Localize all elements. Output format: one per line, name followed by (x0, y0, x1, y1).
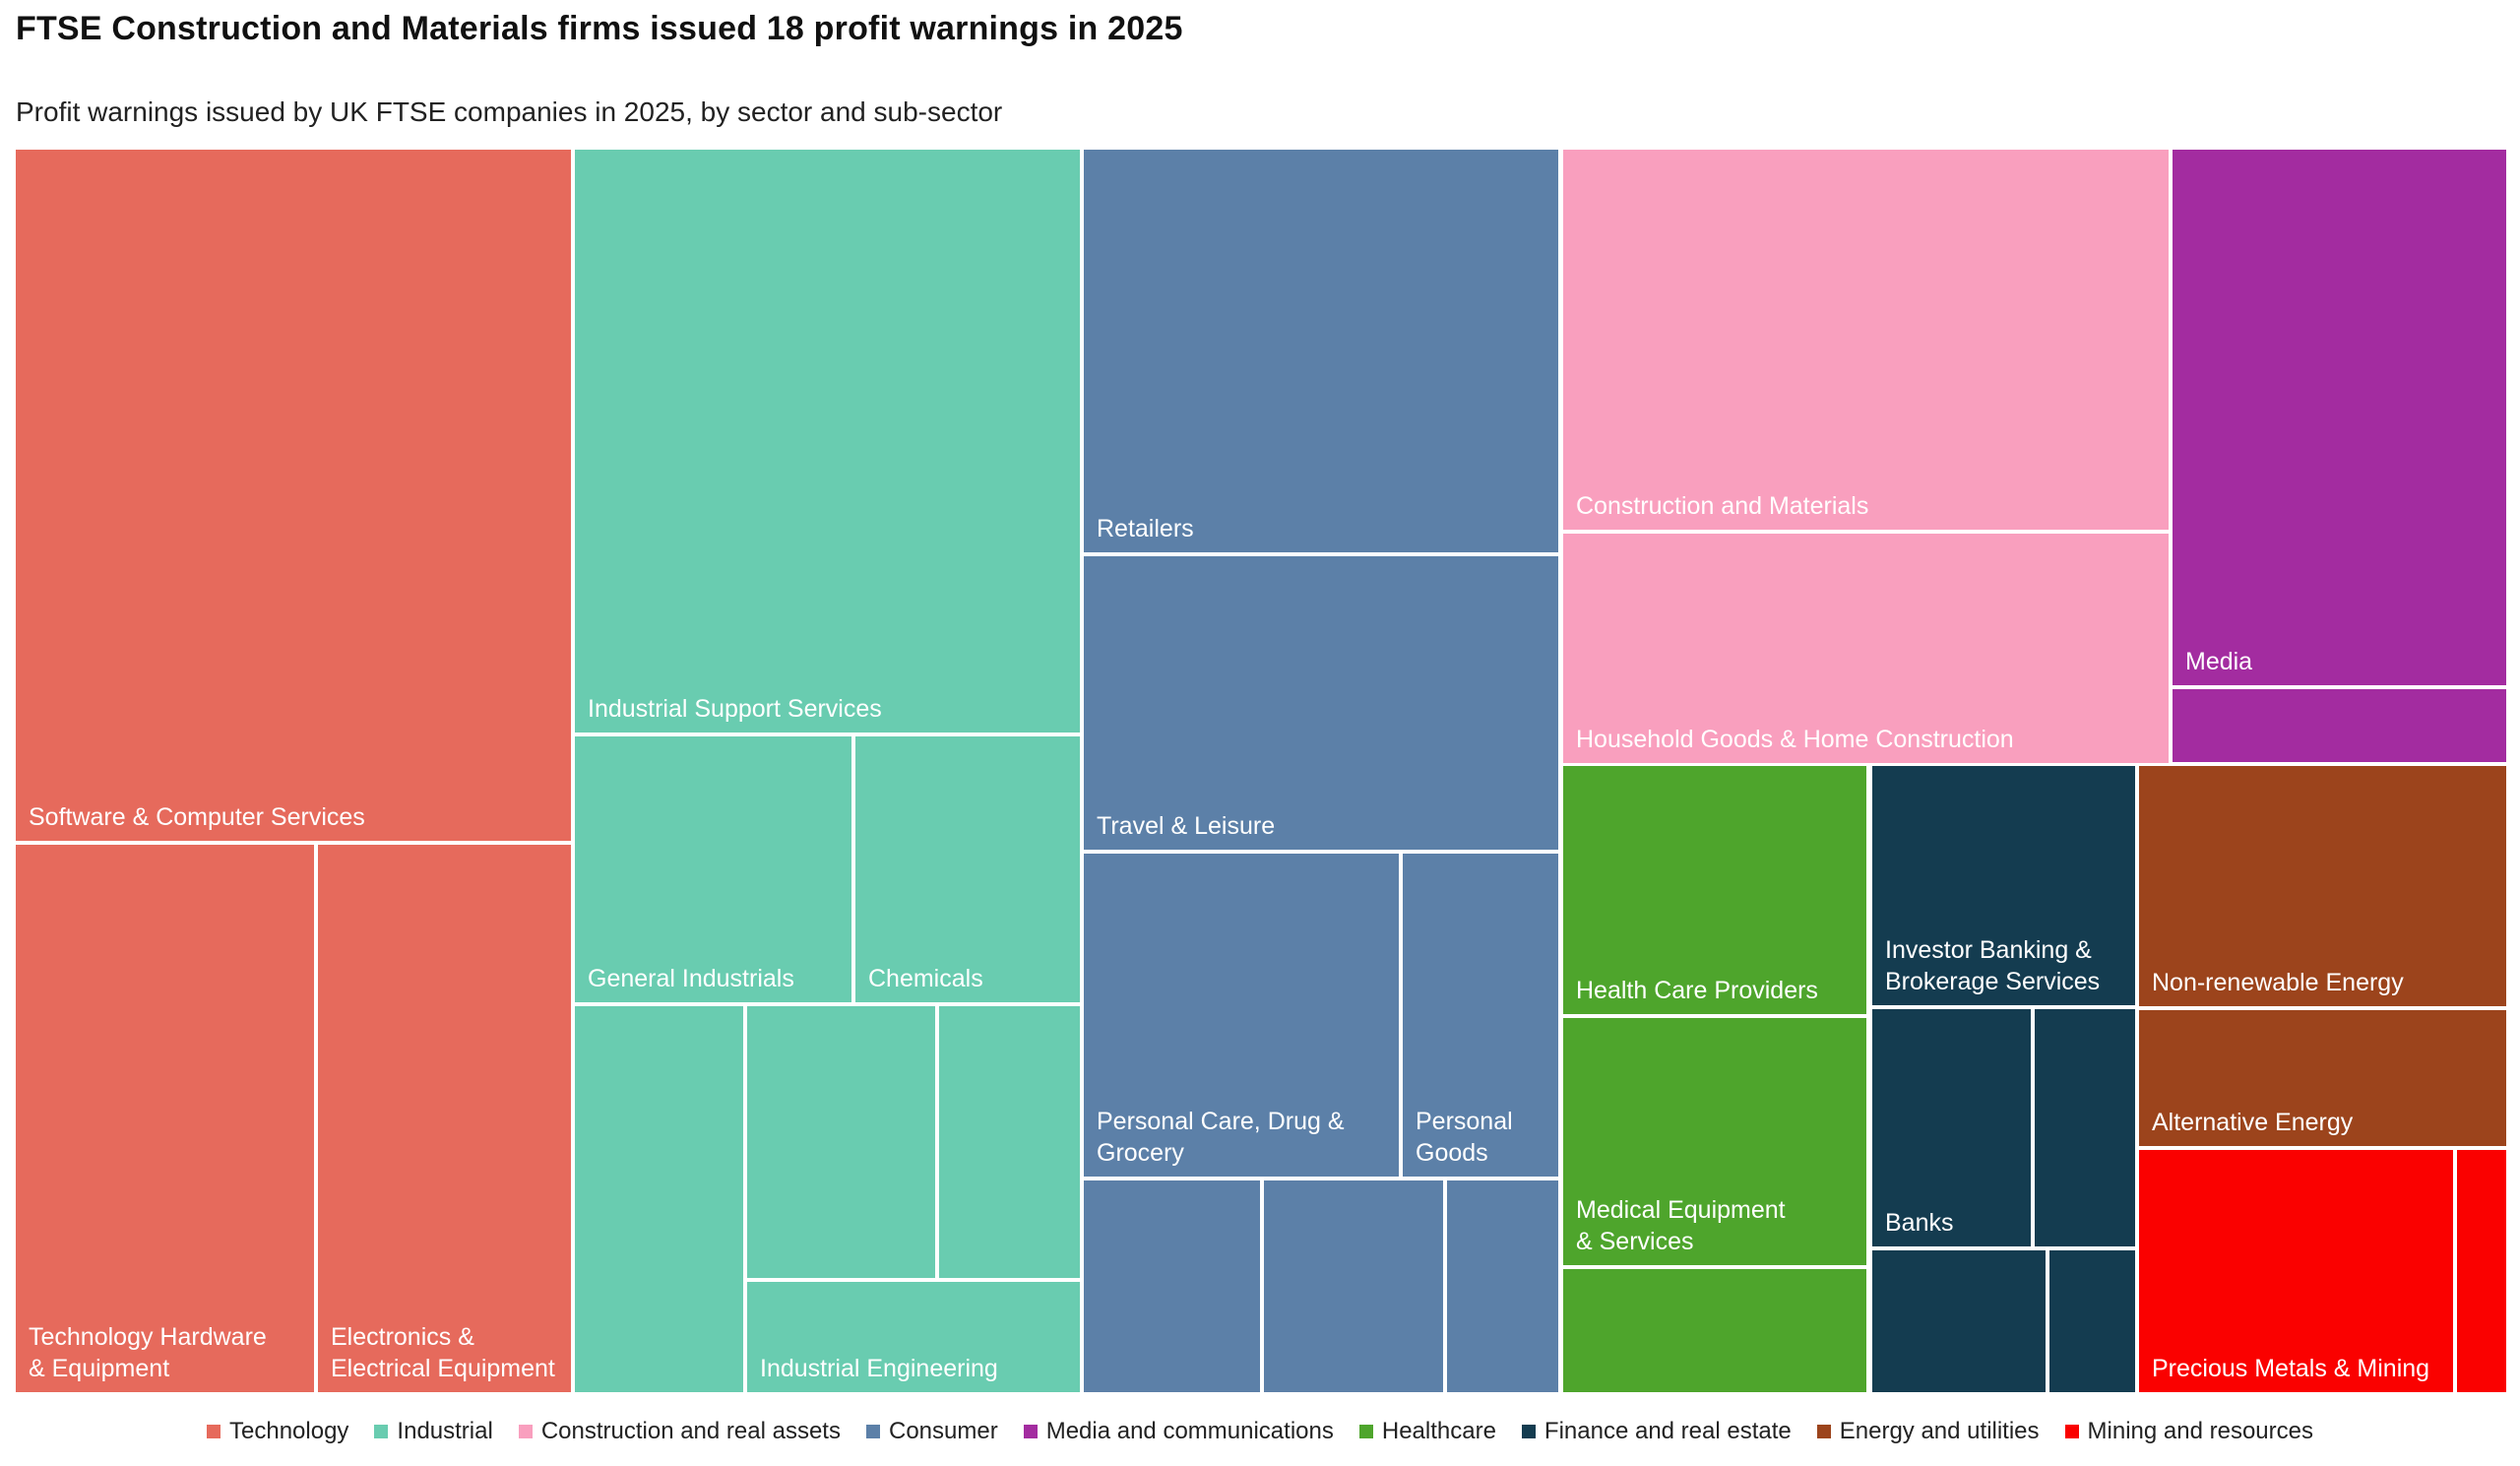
cell-technology-hardware-equipment[interactable]: Technology Hardware & Equipment (16, 845, 314, 1392)
legend-swatch-icon (865, 1425, 880, 1438)
cell-label: Industrial Engineering (760, 1354, 998, 1382)
cell-finance-and-real-estate-4[interactable] (1872, 1250, 2046, 1392)
cell-label: Retailers (1097, 514, 1194, 542)
cell-electronics-electrical-equipment[interactable]: Electronics & Electrical Equipment (318, 845, 571, 1392)
legend-item-media-and-communications[interactable]: Media and communications (1023, 1418, 1334, 1445)
cell-chemicals[interactable]: Chemicals (855, 736, 1080, 1002)
legend-label: Energy and utilities (1839, 1418, 2040, 1444)
cell-label: Personal Goods (1416, 1108, 1513, 1167)
cell-industrial-engineering[interactable]: Industrial Engineering (747, 1282, 1080, 1392)
cell-mining-and-resources-2[interactable] (2457, 1150, 2506, 1392)
cell-health-care-providers[interactable]: Health Care Providers (1563, 766, 1866, 1014)
cell-label: Electronics & Electrical Equipment (331, 1323, 555, 1382)
legend-swatch-icon (1521, 1425, 1536, 1438)
legend-item-consumer[interactable]: Consumer (865, 1418, 998, 1445)
chart-subtitle: Profit warnings issued by UK FTSE compan… (16, 96, 1003, 127)
cell-consumer-7[interactable] (1447, 1180, 1558, 1392)
cell-label: Investor Banking & Brokerage Services (1885, 936, 2101, 995)
legend-label: Healthcare (1381, 1418, 1496, 1444)
legend-item-finance-and-real-estate[interactable]: Finance and real estate (1521, 1418, 1792, 1445)
cell-household-goods-home-construction[interactable]: Household Goods & Home Construction (1563, 534, 2169, 763)
cell-software-computer-services[interactable]: Software & Computer Services (16, 150, 571, 841)
cell-label: Banks (1885, 1208, 1954, 1237)
legend-swatch-icon (1358, 1425, 1373, 1438)
cell-label: General Industrials (588, 964, 794, 992)
cell-finance-and-real-estate-3[interactable] (2035, 1009, 2135, 1246)
legend-label: Industrial (397, 1418, 493, 1444)
legend-swatch-icon (2064, 1425, 2079, 1438)
cell-label: Construction and Materials (1576, 491, 1869, 520)
cell-finance-and-real-estate-5[interactable] (2049, 1250, 2135, 1392)
cell-industrial-6[interactable] (939, 1006, 1080, 1278)
legend-label: Mining and resources (2087, 1418, 2313, 1444)
cell-label: Industrial Support Services (588, 694, 882, 723)
legend-label: Media and communications (1045, 1418, 1334, 1444)
legend: Technology Industrial Construction and rea… (0, 1418, 2520, 1445)
cell-label: Medical Equipment & Services (1576, 1196, 1786, 1255)
legend-swatch-icon (207, 1425, 220, 1438)
cell-label: Software & Computer Services (29, 802, 365, 831)
legend-item-energy-and-utilities[interactable]: Energy and utilities (1816, 1418, 2040, 1445)
cell-media[interactable]: Media (2173, 150, 2506, 685)
legend-label: Consumer (888, 1418, 998, 1444)
cell-non-renewable-energy[interactable]: Non-renewable Energy (2139, 766, 2506, 1006)
treemap-plot-area: Software & Computer Services Technology H… (16, 150, 2506, 1392)
legend-label: Construction and real assets (540, 1418, 841, 1444)
cell-industrial-5[interactable] (747, 1006, 935, 1278)
cell-label: Chemicals (868, 964, 983, 992)
legend-swatch-icon (518, 1425, 533, 1438)
cell-travel-leisure[interactable]: Travel & Leisure (1084, 556, 1558, 850)
legend-swatch-icon (1816, 1425, 1831, 1438)
cell-label: Health Care Providers (1576, 976, 1818, 1004)
legend-swatch-icon (1023, 1425, 1038, 1438)
legend-item-construction-and-real-assets[interactable]: Construction and real assets (518, 1418, 841, 1445)
cell-consumer-6[interactable] (1264, 1180, 1443, 1392)
cell-label: Non-renewable Energy (2152, 968, 2404, 996)
cell-alternative-energy[interactable]: Alternative Energy (2139, 1010, 2506, 1146)
cell-personal-goods[interactable]: Personal Goods (1403, 854, 1558, 1177)
cell-investor-banking-brokerage-services[interactable]: Investor Banking & Brokerage Services (1872, 766, 2135, 1005)
legend-swatch-icon (374, 1425, 389, 1438)
legend-label: Technology (229, 1418, 349, 1444)
cell-healthcare-3[interactable] (1563, 1269, 1866, 1392)
legend-item-industrial[interactable]: Industrial (374, 1418, 493, 1445)
cell-industrial-support-services[interactable]: Industrial Support Services (575, 150, 1080, 733)
cell-label: Travel & Leisure (1097, 811, 1276, 840)
legend-item-technology[interactable]: Technology (207, 1418, 348, 1445)
cell-industrial-4[interactable] (575, 1006, 743, 1392)
cell-retailers[interactable]: Retailers (1084, 150, 1558, 552)
cell-construction-and-materials[interactable]: Construction and Materials (1563, 150, 2169, 530)
cell-label: Household Goods & Home Construction (1576, 725, 2014, 753)
cell-label: Alternative Energy (2152, 1108, 2354, 1136)
legend-label: Finance and real estate (1544, 1418, 1792, 1444)
cell-consumer-5[interactable] (1084, 1180, 1260, 1392)
cell-precious-metals-mining[interactable]: Precious Metals & Mining (2139, 1150, 2453, 1392)
cell-personal-care-drug-grocery[interactable]: Personal Care, Drug & Grocery (1084, 854, 1399, 1177)
cell-banks[interactable]: Banks (1872, 1009, 2031, 1246)
cell-label: Media (2185, 647, 2253, 675)
legend-item-healthcare[interactable]: Healthcare (1358, 1418, 1496, 1445)
cell-label: Technology Hardware & Equipment (29, 1323, 267, 1382)
chart-title: FTSE Construction and Materials firms is… (16, 10, 1183, 47)
cell-general-industrials[interactable]: General Industrials (575, 736, 851, 1002)
legend-item-mining-and-resources[interactable]: Mining and resources (2064, 1418, 2313, 1445)
cell-label: Personal Care, Drug & Grocery (1097, 1108, 1345, 1167)
cell-media-and-communications-2[interactable] (2173, 689, 2506, 762)
cell-medical-equipment-services[interactable]: Medical Equipment & Services (1563, 1018, 1866, 1265)
cell-label: Precious Metals & Mining (2152, 1354, 2430, 1382)
